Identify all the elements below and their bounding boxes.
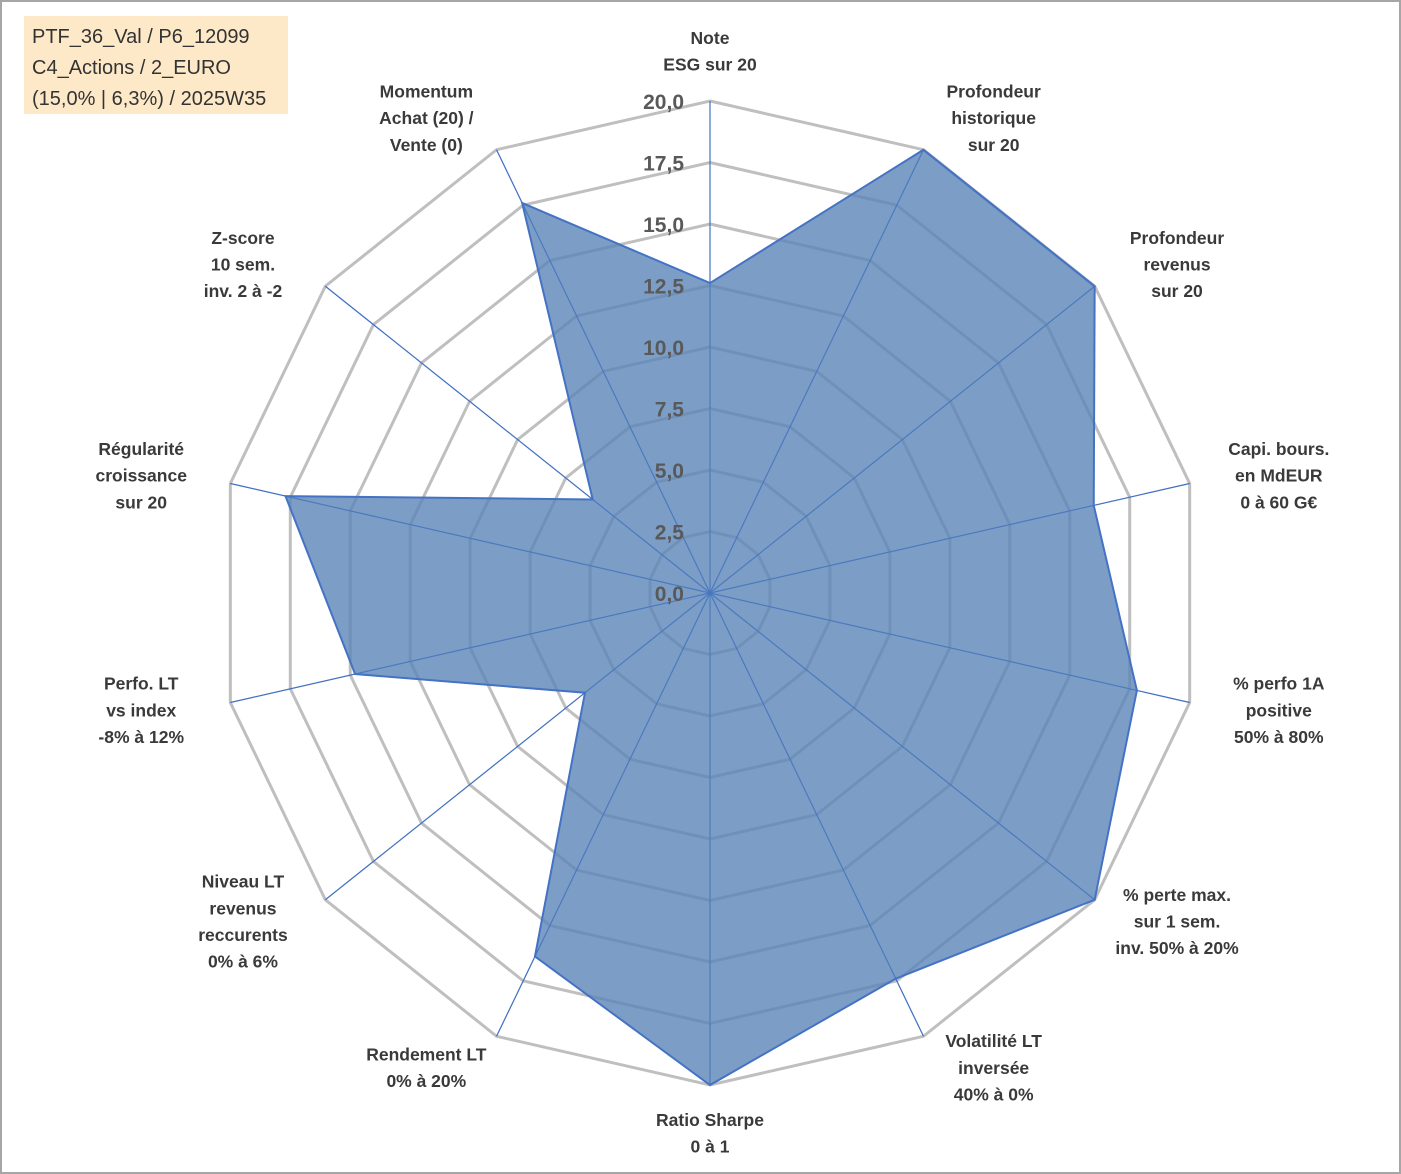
axis-spoke-overlay-3 — [709, 483, 1190, 594]
axis-label-1-line-0: Profondeur — [947, 82, 1041, 102]
tick-label-6: 15,0 — [643, 214, 684, 237]
axis-label-13-line-2: Vente (0) — [390, 135, 463, 155]
axis-label-2-line-2: sur 20 — [1151, 281, 1203, 301]
tick-label-2: 5,0 — [655, 460, 684, 483]
axis-label-3-line-0: Capi. bours. — [1228, 439, 1329, 459]
axis-spoke-overlay-5 — [709, 592, 1095, 901]
tick-label-5: 12,5 — [643, 276, 684, 299]
info-line-2: C4_Actions / 2_EURO — [32, 57, 231, 79]
tick-label-8: 20,0 — [643, 91, 684, 114]
axis-spoke-overlay-10 — [230, 592, 711, 703]
axis-label-5: % perte max. sur 1 sem. inv. 50% à 20% — [1115, 885, 1239, 958]
axis-label-5-line-2: inv. 50% à 20% — [1115, 938, 1239, 958]
tick-label-3: 7,5 — [655, 399, 685, 422]
axis-label-9-line-3: 0% à 6% — [208, 951, 278, 971]
axis-label-10-line-1: vs index — [106, 700, 176, 720]
axis-label-12-line-0: Z-score — [211, 228, 274, 248]
axis-label-6-line-1: inversée — [958, 1058, 1029, 1078]
axis-label-4-line-0: % perfo 1A — [1233, 674, 1325, 694]
axis-label-9-line-0: Niveau LT — [202, 872, 285, 892]
axis-label-11: Régularité croissance sur 20 — [95, 439, 187, 512]
axis-label-7-line-0: Ratio Sharpe — [656, 1110, 764, 1130]
axis-spoke-overlay-9 — [325, 592, 711, 901]
axis-label-8-line-0: Rendement LT — [366, 1045, 487, 1065]
axis-label-4-line-2: 50% à 80% — [1234, 727, 1324, 747]
tick-label-4: 10,0 — [643, 337, 684, 360]
axis-label-2-line-0: Profondeur — [1130, 228, 1224, 248]
axis-label-10-line-2: -8% à 12% — [98, 727, 184, 747]
axis-label-6: Volatilité LT inversée 40% à 0% — [945, 1031, 1042, 1104]
portfolio-info-box: PTF_36_Val / P6_12099 C4_Actions / 2_EUR… — [24, 16, 288, 114]
axis-spoke-overlay-4 — [709, 592, 1190, 703]
data-series-area — [284, 148, 1138, 1087]
axis-spoke-overlay-2 — [709, 285, 1095, 594]
axis-label-13-line-1: Achat (20) / — [379, 108, 473, 128]
axis-spoke-overlay-11 — [230, 483, 711, 594]
axis-spoke-overlay-8 — [496, 592, 711, 1037]
axis-label-4-line-1: positive — [1246, 700, 1312, 720]
axis-spoke-overlay-6 — [709, 592, 924, 1037]
axis-label-6-line-0: Volatilité LT — [945, 1031, 1042, 1051]
axis-label-1-line-2: sur 20 — [968, 135, 1020, 155]
axis-label-11-line-1: croissance — [95, 466, 187, 486]
axis-spoke-overlay-12 — [325, 285, 711, 594]
axis-label-7-line-1: 0 à 1 — [691, 1137, 730, 1157]
axis-label-12-line-1: 10 sem. — [211, 254, 275, 274]
axis-label-8: Rendement LT 0% à 20% — [366, 1045, 487, 1092]
axis-spoke-overlay-13 — [496, 149, 711, 594]
axis-label-6-line-2: 40% à 0% — [954, 1084, 1034, 1104]
axis-label-5-line-1: sur 1 sem. — [1134, 912, 1221, 932]
axis-label-3-line-1: en MdEUR — [1235, 466, 1323, 486]
axis-label-0: Note ESG sur 20 — [663, 28, 757, 75]
axis-label-10: Perfo. LT vs index -8% à 12% — [98, 674, 184, 747]
axis-label-3-line-2: 0 à 60 G€ — [1240, 492, 1317, 512]
axis-label-1-line-1: historique — [951, 108, 1036, 128]
axis-label-11-line-0: Régularité — [98, 439, 184, 459]
axis-label-10-line-0: Perfo. LT — [104, 674, 179, 694]
axis-label-2: Profondeur revenus sur 20 — [1130, 228, 1224, 301]
axis-label-1: Profondeur historique sur 20 — [947, 82, 1041, 155]
axis-label-13: Momentum Achat (20) / Vente (0) — [379, 82, 473, 155]
axis-label-5-line-0: % perte max. — [1123, 885, 1231, 905]
info-line-1: PTF_36_Val / P6_12099 — [32, 26, 250, 48]
axis-label-0-line-0: Note — [691, 28, 730, 48]
axis-label-4: % perfo 1A positive 50% à 80% — [1233, 674, 1325, 747]
axis-label-12-line-2: inv. 2 à -2 — [204, 281, 283, 301]
tick-label-0: 0,0 — [655, 583, 684, 606]
info-line-3: (15,0% | 6,3%) / 2025W35 — [32, 88, 267, 110]
axis-spoke-overlay-1 — [709, 149, 924, 594]
axis-label-8-line-1: 0% à 20% — [386, 1071, 466, 1091]
axis-label-9-line-2: reccurents — [198, 925, 288, 945]
axis-label-9: Niveau LT revenus reccurents 0% à 6% — [198, 872, 288, 972]
tick-label-7: 17,5 — [643, 153, 684, 176]
axis-label-2-line-1: revenus — [1143, 254, 1210, 274]
axis-label-11-line-2: sur 20 — [115, 492, 167, 512]
tick-label-1: 2,5 — [655, 522, 685, 545]
axis-label-13-line-0: Momentum — [380, 82, 473, 102]
axis-label-0-line-1: ESG sur 20 — [663, 55, 757, 75]
axis-label-3: Capi. bours. en MdEUR 0 à 60 G€ — [1228, 439, 1329, 512]
axis-label-7: Ratio Sharpe 0 à 1 — [656, 1110, 764, 1157]
axis-label-9-line-1: revenus — [209, 898, 276, 918]
axis-label-12: Z-score 10 sem. inv. 2 à -2 — [204, 228, 283, 301]
